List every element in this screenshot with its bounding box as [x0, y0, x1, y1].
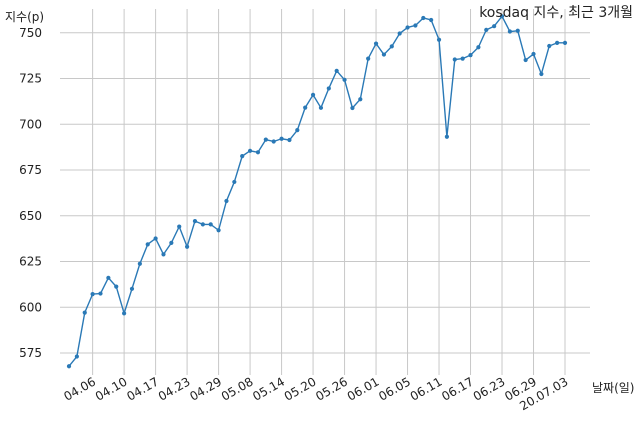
data-point	[216, 228, 221, 233]
data-point	[184, 244, 190, 249]
data-point	[413, 23, 418, 28]
data-point	[436, 37, 442, 42]
chart-title: kosdaq 지수, 최근 3개월	[479, 5, 633, 21]
data-point	[350, 105, 355, 111]
data-point	[389, 44, 394, 49]
series-line	[68, 15, 565, 367]
x-tick-label: 06.11	[408, 374, 445, 403]
data-point	[531, 51, 536, 57]
series-group	[66, 14, 568, 369]
data-point	[303, 105, 308, 110]
data-point	[358, 97, 363, 102]
data-point	[224, 198, 229, 204]
data-point	[192, 218, 198, 224]
x-tick-label: 04.23	[156, 374, 193, 403]
data-point	[263, 137, 268, 142]
data-point	[460, 56, 465, 61]
data-point	[240, 154, 245, 159]
y-axis-label: 지수(p)	[5, 10, 44, 24]
data-point	[523, 57, 528, 63]
data-point	[515, 28, 520, 33]
data-point	[562, 40, 568, 45]
data-point	[208, 222, 213, 227]
data-point	[255, 150, 261, 155]
y-tick-label: 675	[19, 163, 42, 177]
x-tick-label: 06.01	[345, 374, 382, 403]
data-point	[444, 134, 450, 139]
x-tick-label: 04.06	[61, 374, 98, 403]
data-point	[468, 53, 473, 58]
data-point	[381, 52, 387, 57]
data-point	[161, 252, 166, 257]
x-tick-label: 04.29	[187, 374, 224, 403]
x-tick-label: 05.08	[219, 374, 256, 403]
data-point	[405, 25, 410, 30]
x-axis-label: 날짜(일)	[592, 381, 634, 395]
data-point	[177, 224, 182, 229]
data-point	[279, 136, 284, 141]
x-tick-label: 05.20	[282, 374, 319, 403]
data-point	[318, 105, 324, 110]
x-tick-label: 05.26	[313, 374, 350, 403]
data-point	[145, 242, 150, 247]
x-tick-label: 05.14	[250, 374, 287, 403]
data-point	[137, 261, 142, 266]
data-point	[310, 92, 316, 97]
data-point	[492, 24, 497, 29]
x-tick-label: 04.10	[93, 374, 130, 403]
x-tick-label: 06.23	[471, 374, 508, 403]
data-point	[114, 284, 119, 289]
data-point	[555, 40, 560, 45]
data-point	[539, 71, 544, 77]
x-axis-ticks: 04.0604.1004.1704.2304.2905.0805.1405.20…	[61, 374, 570, 413]
data-point	[429, 17, 434, 23]
data-point	[499, 14, 505, 19]
data-point	[74, 354, 79, 359]
data-point	[66, 364, 72, 369]
data-point	[295, 128, 300, 133]
y-axis-ticks: 575 600 625 650 675 700 725 750	[19, 26, 42, 360]
data-point	[232, 179, 237, 185]
x-tick-label: 04.17	[124, 374, 161, 403]
y-tick-label: 625	[19, 255, 42, 269]
data-point	[90, 292, 95, 297]
data-point	[452, 57, 457, 62]
data-point	[507, 29, 512, 34]
data-point	[421, 15, 426, 21]
y-tick-label: 575	[19, 346, 42, 360]
data-point	[476, 45, 481, 50]
data-point	[271, 139, 276, 144]
data-point	[122, 311, 127, 316]
data-point	[98, 291, 103, 296]
y-tick-label: 725	[19, 72, 42, 86]
x-tick-label: 06.05	[376, 374, 413, 403]
y-tick-label: 700	[19, 117, 42, 131]
data-point	[169, 240, 174, 245]
y-tick-label: 600	[19, 300, 42, 314]
data-point	[342, 77, 347, 82]
data-point	[334, 68, 339, 73]
data-point	[484, 27, 489, 32]
y-tick-label: 750	[19, 26, 42, 40]
data-point	[397, 31, 402, 36]
data-point	[82, 310, 87, 315]
x-tick-label: 06.17	[439, 374, 476, 403]
data-point	[247, 148, 253, 153]
data-point	[153, 236, 158, 241]
data-point	[200, 222, 205, 227]
data-point	[106, 275, 111, 280]
gridlines	[60, 9, 590, 375]
data-point	[373, 41, 379, 46]
y-tick-label: 650	[19, 209, 42, 223]
data-point	[326, 86, 331, 91]
data-point	[547, 43, 552, 49]
data-point	[129, 286, 135, 291]
data-point	[287, 137, 292, 143]
data-point	[366, 56, 371, 61]
